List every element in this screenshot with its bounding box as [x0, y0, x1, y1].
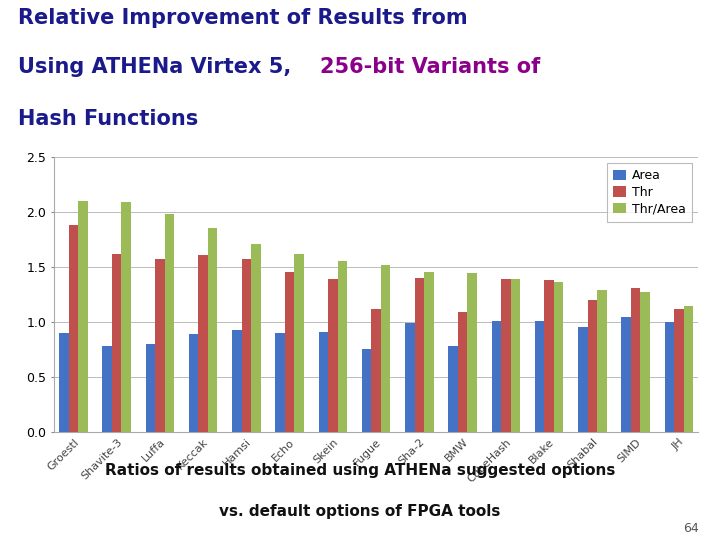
Bar — [372, 309, 381, 432]
Bar — [578, 327, 588, 432]
Text: Ratios of results obtained using ATHENa suggested options: Ratios of results obtained using ATHENa … — [105, 463, 615, 478]
Bar — [285, 272, 294, 432]
Bar — [665, 322, 674, 432]
Bar — [122, 202, 131, 432]
Bar — [362, 349, 372, 432]
Bar — [251, 244, 261, 432]
Bar — [276, 333, 285, 432]
Bar — [145, 344, 156, 432]
Bar — [156, 259, 165, 432]
Text: 64: 64 — [683, 522, 698, 535]
Bar — [112, 254, 122, 432]
Bar — [59, 333, 68, 432]
Legend: Area, Thr, Thr/Area: Area, Thr, Thr/Area — [607, 163, 692, 222]
Bar — [674, 309, 684, 432]
Bar — [641, 292, 650, 432]
Text: Hash Functions: Hash Functions — [18, 109, 198, 129]
Bar — [684, 306, 693, 432]
Text: Relative Improvement of Results from: Relative Improvement of Results from — [18, 8, 467, 28]
Text: 256-bit Variants of: 256-bit Variants of — [320, 57, 541, 77]
Bar — [588, 300, 597, 432]
Bar — [535, 321, 544, 432]
Bar — [415, 278, 424, 432]
Bar — [405, 323, 415, 432]
Bar — [165, 214, 174, 432]
Bar — [501, 279, 510, 432]
Bar — [381, 265, 390, 432]
Bar — [242, 259, 251, 432]
Bar — [232, 329, 242, 432]
Bar — [449, 346, 458, 432]
Bar — [597, 290, 607, 432]
Bar — [424, 272, 433, 432]
Bar — [78, 201, 88, 432]
Bar — [319, 332, 328, 432]
Bar — [189, 334, 199, 432]
Bar — [208, 228, 217, 432]
Bar — [621, 318, 631, 432]
Bar — [492, 321, 501, 432]
Bar — [458, 312, 467, 432]
Bar — [328, 279, 338, 432]
Bar — [510, 279, 521, 432]
Bar — [631, 288, 641, 432]
Bar — [554, 282, 564, 432]
Bar — [294, 254, 304, 432]
Text: vs. default options of FPGA tools: vs. default options of FPGA tools — [220, 504, 500, 519]
Bar — [467, 273, 477, 432]
Bar — [68, 225, 78, 432]
Text: Using ATHENa Virtex 5,: Using ATHENa Virtex 5, — [18, 57, 299, 77]
Bar — [338, 261, 347, 432]
Bar — [199, 255, 208, 432]
Bar — [544, 280, 554, 432]
Bar — [102, 346, 112, 432]
